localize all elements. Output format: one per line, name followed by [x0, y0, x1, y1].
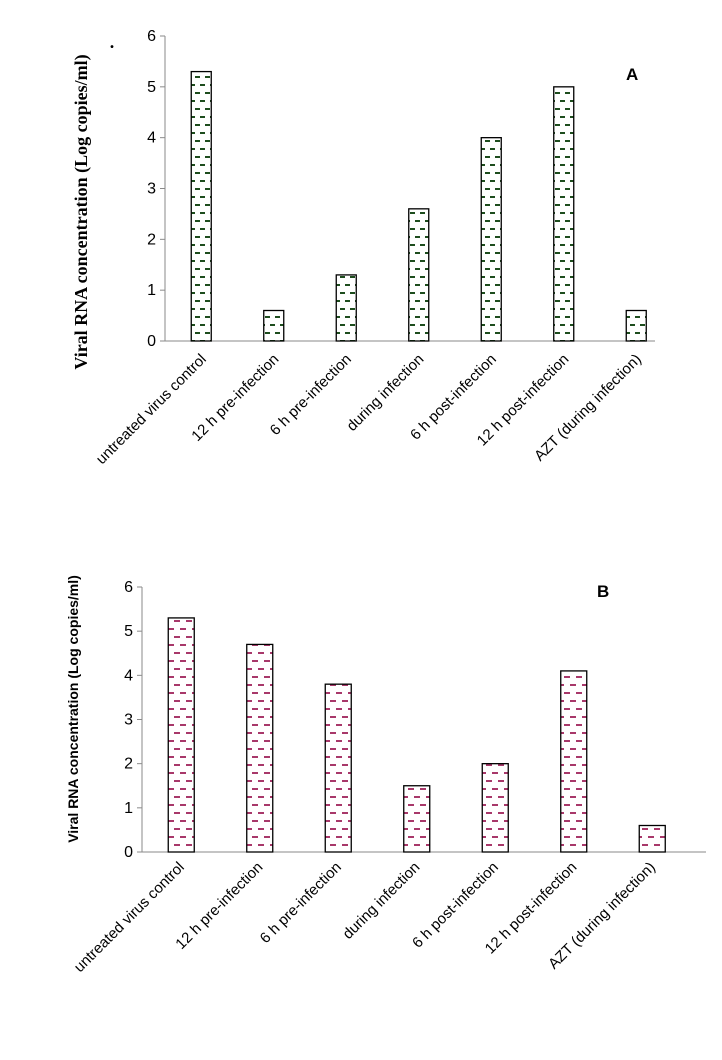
y-tick-label: 0 — [124, 844, 133, 861]
bar-pattern — [325, 684, 352, 852]
bar — [638, 824, 666, 853]
chart-panel-b: Viral RNA concentration (Log copies/ml) … — [65, 575, 706, 976]
y-tick-label: 3 — [124, 712, 133, 729]
bar-outline — [324, 683, 352, 853]
bar-pattern — [408, 208, 429, 341]
bar-outline — [560, 670, 588, 853]
bar-outline — [246, 643, 274, 853]
category-label: 12 h pre-infection — [172, 859, 266, 953]
bar-pattern — [403, 785, 430, 852]
y-tick-label: 5 — [124, 623, 133, 640]
bar-outline — [638, 824, 666, 853]
bar — [553, 86, 575, 342]
bar-pattern — [263, 310, 284, 341]
bar-outline — [553, 86, 575, 342]
bar-pattern — [560, 670, 587, 852]
y-tick-label: 6 — [147, 28, 156, 45]
bar-outline — [167, 617, 195, 853]
category-label: untreated virus control — [93, 351, 210, 468]
category-label: during infection — [339, 859, 423, 943]
category-label: 6 h pre-infection — [257, 859, 345, 947]
y-axis-label-suffix-a: . — [110, 32, 115, 52]
bar — [190, 70, 212, 342]
bar — [625, 309, 647, 342]
bar-pattern — [191, 71, 212, 341]
y-tick-label: 1 — [124, 800, 133, 817]
y-tick-label: 5 — [147, 79, 156, 96]
y-tick-label: 2 — [147, 231, 156, 248]
bar — [324, 683, 352, 853]
bar-pattern — [626, 310, 647, 341]
y-tick-label: 1 — [147, 282, 156, 299]
bars-b — [167, 617, 666, 853]
panel-label-b: B — [597, 582, 609, 601]
panel-label-a: A — [626, 65, 638, 84]
category-label: 6 h post-infection — [409, 859, 502, 952]
bar-outline — [408, 208, 430, 342]
y-axis-label-b: Viral RNA concentration (Log copies/ml) — [65, 575, 81, 843]
bar-pattern — [246, 644, 273, 852]
y-tick-label: 4 — [147, 130, 156, 147]
bar — [335, 274, 357, 342]
bar-pattern — [168, 617, 195, 852]
category-label: untreated virus control — [71, 859, 188, 976]
bar-outline — [403, 785, 431, 853]
bars-a — [190, 70, 647, 342]
bar — [167, 617, 195, 853]
y-tick-label: 3 — [147, 181, 156, 198]
y-tick-label: 0 — [147, 333, 156, 350]
bar — [408, 208, 430, 342]
y-axis-a: 0 1 2 3 4 5 6 — [147, 28, 166, 350]
bar-outline — [190, 70, 212, 342]
bar-outline — [481, 763, 509, 853]
bar-pattern — [553, 86, 574, 341]
bar-pattern — [482, 763, 509, 852]
y-tick-label: 4 — [124, 667, 133, 684]
bar-pattern — [336, 274, 357, 341]
y-tick-label: 2 — [124, 756, 133, 773]
bar-outline — [480, 137, 502, 342]
bar — [480, 137, 502, 342]
bar — [560, 670, 588, 853]
y-tick-label: 6 — [124, 579, 133, 596]
y-axis-b: 0 1 2 3 4 5 6 — [124, 579, 143, 861]
bar — [246, 643, 274, 853]
bar — [263, 309, 285, 342]
bar — [403, 785, 431, 853]
category-label: during infection — [343, 351, 427, 435]
bar-outline — [335, 274, 357, 342]
bar-outline — [625, 309, 647, 342]
bar — [481, 763, 509, 853]
bar-pattern — [481, 137, 502, 341]
bar-outline — [263, 309, 285, 342]
chart-panel-a: Viral RNA concentration (Log copies/ml) … — [71, 28, 655, 468]
y-axis-label-a: Viral RNA concentration (Log copies/ml) — [71, 54, 92, 369]
bar-pattern — [639, 825, 666, 852]
